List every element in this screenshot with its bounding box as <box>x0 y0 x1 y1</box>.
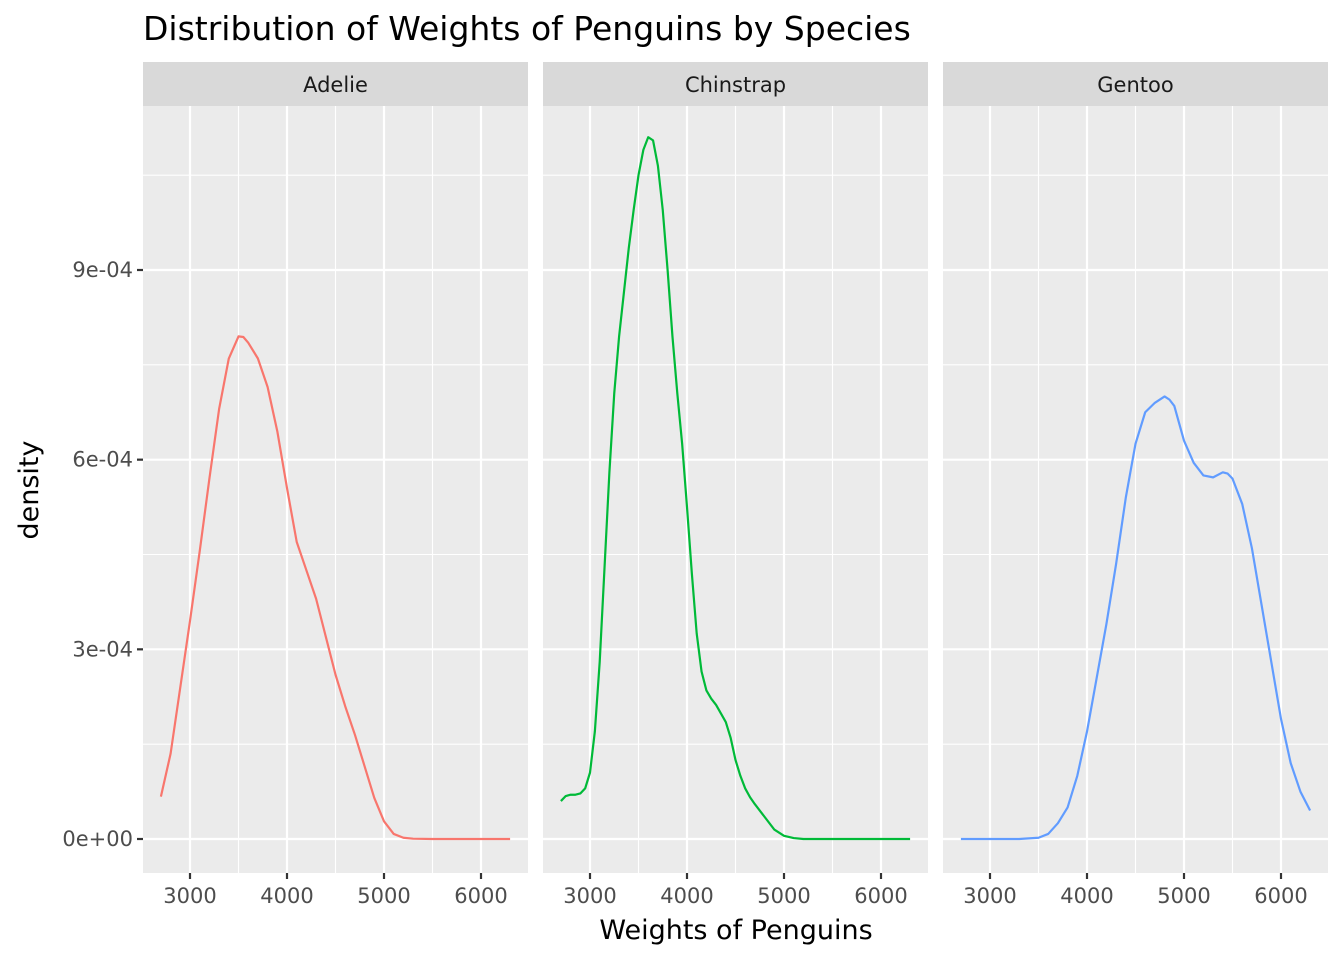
density-line-chinstrap <box>560 136 911 841</box>
x-tick-label: 4000 <box>1060 884 1113 908</box>
x-tick-label: 5000 <box>357 884 410 908</box>
x-tick-label: 6000 <box>854 884 907 908</box>
chart-title: Distribution of Weights of Penguins by S… <box>143 9 911 48</box>
y-tick-label: 6e-04 <box>72 448 133 472</box>
x-tick-label: 3000 <box>163 884 216 908</box>
x-tick-label: 3000 <box>963 884 1016 908</box>
x-tick-label: 6000 <box>454 884 507 908</box>
facet-panel-chinstrap: Chinstrap 3000 4000 5000 6000 <box>543 62 928 908</box>
facet-panel-gentoo: Gentoo 3000 4000 5000 6000 <box>943 62 1328 908</box>
strip-background <box>143 62 528 106</box>
x-tick-label: 3000 <box>563 884 616 908</box>
strip-background <box>943 62 1328 106</box>
facet-panel-adelie: Adelie 3000 4000 5000 6000 <box>143 62 528 908</box>
strip-label-chinstrap: Chinstrap <box>685 73 786 97</box>
strip-label-gentoo: Gentoo <box>1097 73 1173 97</box>
density-line-gentoo <box>960 395 1312 841</box>
x-axis-title: Weights of Penguins <box>599 915 872 946</box>
y-tick-label: 9e-04 <box>72 258 133 282</box>
y-axis-title: density <box>14 440 45 539</box>
x-tick-label: 5000 <box>757 884 810 908</box>
x-tick-label: 6000 <box>1254 884 1307 908</box>
x-tick-label: 4000 <box>260 884 313 908</box>
y-tick-label: 0e+00 <box>62 827 133 851</box>
plot-layer: Adelie 3000 4000 5000 6000 Chinstrap 3000 4000 5… <box>62 62 1328 908</box>
density-line-adelie <box>159 335 511 841</box>
x-tick-label: 5000 <box>1157 884 1210 908</box>
x-tick-label: 4000 <box>660 884 713 908</box>
strip-label-adelie: Adelie <box>303 73 368 97</box>
y-tick-label: 3e-04 <box>72 637 133 661</box>
strip-background <box>543 62 928 106</box>
